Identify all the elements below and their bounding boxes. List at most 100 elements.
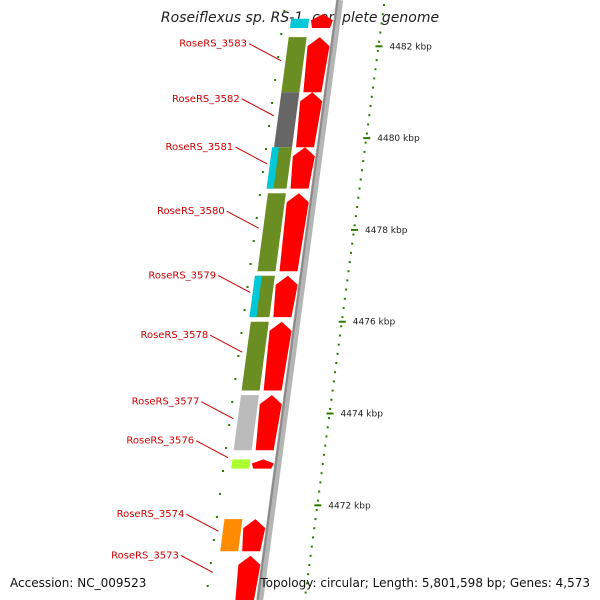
- tick-label: 4476 kbp: [353, 318, 396, 328]
- cog-block: [233, 395, 259, 451]
- inner-dot: [252, 240, 255, 242]
- inner-dot: [215, 516, 218, 518]
- gene-label: RoseRS_3583: [179, 39, 247, 50]
- minor-tick: [373, 77, 376, 80]
- inner-dot: [225, 447, 228, 449]
- minor-tick: [309, 554, 312, 557]
- cds-arrow: [310, 14, 333, 28]
- minor-tick: [380, 22, 383, 25]
- minor-tick: [319, 481, 322, 484]
- genome-title: Roseiflexus sp. RS-1, complete genome: [160, 10, 440, 26]
- minor-tick: [378, 40, 381, 43]
- gene-label: RoseRS_3579: [148, 270, 216, 281]
- cog-block: [274, 92, 300, 148]
- minor-tick: [338, 334, 341, 337]
- minor-tick: [330, 398, 333, 401]
- minor-tick: [371, 86, 374, 89]
- minor-tick: [362, 160, 365, 163]
- minor-tick: [304, 591, 307, 594]
- minor-tick: [325, 435, 328, 438]
- minor-tick: [354, 215, 357, 218]
- minor-tick: [364, 141, 367, 144]
- gene-label: RoseRS_3578: [140, 330, 208, 341]
- minor-tick: [343, 297, 346, 300]
- minor-tick: [315, 508, 318, 511]
- minor-tick: [357, 196, 360, 199]
- inner-dot: [218, 493, 221, 495]
- gene-label: RoseRS_3574: [117, 509, 185, 520]
- cds-arrow: [296, 92, 323, 148]
- gene-leader-line: [217, 275, 251, 293]
- minor-tick: [308, 563, 311, 566]
- inner-dot: [274, 79, 277, 81]
- minor-tick: [314, 518, 317, 521]
- minor-tick: [348, 261, 351, 264]
- inner-dot: [209, 562, 212, 564]
- gene-leader-line: [180, 555, 214, 573]
- minor-tick: [327, 417, 330, 420]
- minor-tick: [342, 306, 345, 309]
- inner-dot: [240, 332, 243, 334]
- inner-dot: [234, 378, 237, 380]
- minor-tick: [334, 371, 337, 374]
- cds-arrow: [255, 395, 282, 451]
- minor-tick: [369, 104, 372, 107]
- minor-tick: [324, 444, 327, 447]
- cds-arrow: [235, 555, 261, 600]
- minor-tick: [326, 426, 329, 429]
- tick-label: 4472 kbp: [328, 501, 371, 511]
- gene-label: RoseRS_3582: [172, 94, 240, 105]
- gene-leader-line: [186, 513, 219, 532]
- minor-tick: [375, 59, 378, 62]
- gene-leader-line: [209, 334, 243, 353]
- cds-arrow: [290, 147, 315, 189]
- inner-dot: [206, 585, 209, 587]
- minor-tick: [318, 490, 321, 493]
- tick-label: 4474 kbp: [341, 410, 384, 420]
- inner-dot: [268, 125, 271, 127]
- minor-tick: [340, 325, 343, 328]
- inner-dot: [271, 102, 274, 104]
- backbone-edge: [256, 0, 339, 600]
- minor-tick: [321, 463, 324, 465]
- tick-label: 4482 kbp: [389, 42, 432, 52]
- minor-tick: [352, 233, 355, 236]
- minor-tick: [376, 49, 379, 52]
- cds-arrow: [273, 275, 298, 318]
- inner-dot: [255, 217, 258, 219]
- inner-dot: [277, 56, 280, 58]
- cog-block: [266, 147, 280, 189]
- minor-tick: [336, 352, 339, 355]
- minor-tick: [374, 68, 377, 71]
- minor-tick: [351, 242, 354, 245]
- cds-arrow: [263, 321, 292, 391]
- minor-tick: [381, 13, 384, 16]
- minor-tick: [349, 251, 352, 254]
- minor-tick: [359, 178, 362, 181]
- minor-tick: [323, 453, 326, 456]
- cds-arrow: [303, 37, 330, 93]
- cog-block: [249, 275, 262, 318]
- minor-tick: [379, 31, 382, 34]
- minor-tick: [346, 279, 349, 282]
- gene-leader-line: [201, 401, 234, 420]
- minor-tick: [307, 573, 310, 576]
- minor-tick: [331, 389, 334, 392]
- cog-block: [281, 37, 307, 93]
- gene-leader-line: [226, 210, 259, 229]
- gene-label: RoseRS_3573: [111, 550, 179, 561]
- gene-label: RoseRS_3577: [132, 397, 200, 408]
- inner-dot: [228, 424, 231, 426]
- minor-tick: [337, 343, 340, 346]
- minor-tick: [312, 536, 315, 539]
- minor-tick: [356, 205, 359, 208]
- minor-tick: [368, 114, 371, 117]
- minor-tick: [335, 362, 338, 365]
- cog-block: [241, 321, 269, 391]
- minor-tick: [367, 123, 370, 126]
- gene-label: RoseRS_3576: [126, 436, 194, 447]
- minor-tick: [347, 270, 350, 273]
- inner-dot: [222, 470, 225, 472]
- inner-dot: [258, 194, 261, 196]
